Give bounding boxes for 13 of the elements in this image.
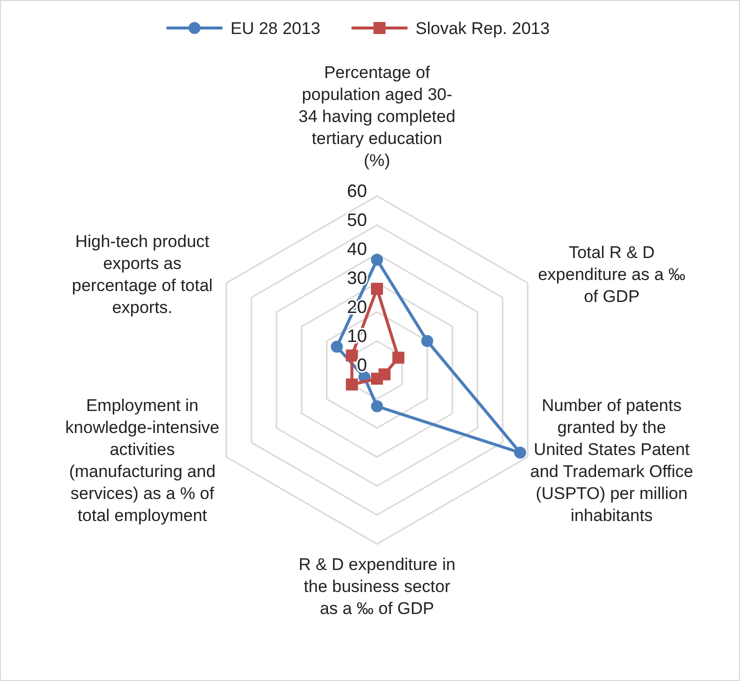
y-tick-label: 50 [346, 210, 367, 230]
spoke-label: R & D expenditure in the business sector as a ‰ of GDP [298, 555, 456, 618]
y-tick-label: 0 [356, 355, 367, 375]
spoke-label: Total R & D expenditure as a ‰ of GDP [538, 243, 686, 306]
y-tick-label: 30 [346, 268, 367, 288]
spoke-label: High-tech product exports as percentage of total exports. [72, 232, 213, 317]
spoke-label: Percentage of population aged 30-34 having completed tertiary education (%) [298, 63, 456, 170]
y-tick-label: 40 [346, 239, 367, 259]
y-tick-label: 60 [346, 181, 367, 201]
spoke-label: Employment in knowledge-intensive activities (manufacturing and services) as a % of total employment [65, 396, 220, 525]
legend-label: Slovak Rep. 2013 [416, 19, 550, 38]
spoke-label: Number of patents granted by the United States Patent and Trademark Office (USPTO) per million inhabitants [530, 396, 694, 525]
legend-label: EU 28 2013 [230, 19, 320, 38]
